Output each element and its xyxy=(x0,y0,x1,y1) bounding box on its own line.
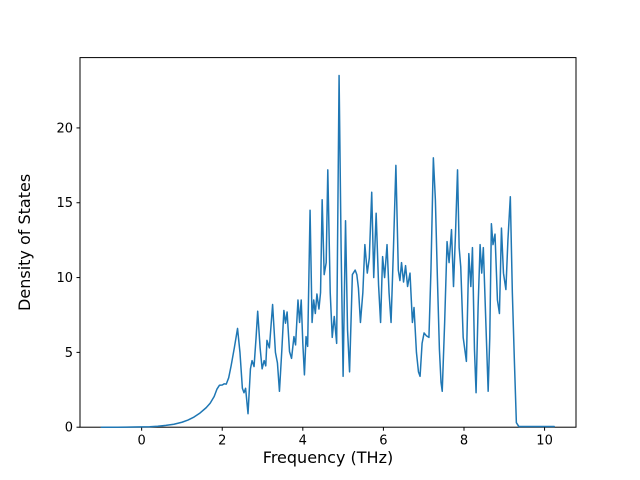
x-tick-label: 10 xyxy=(536,434,553,449)
x-axis-ticks: 0 2 4 6 8 10 xyxy=(138,427,553,449)
y-tick-label: 5 xyxy=(65,346,73,361)
x-tick-label: 2 xyxy=(218,434,226,449)
y-tick-label: 15 xyxy=(56,196,73,211)
x-tick-label: 8 xyxy=(460,434,468,449)
x-axis-label: Frequency (THz) xyxy=(263,448,393,467)
y-axis-ticks: 0 5 10 15 20 xyxy=(56,121,80,436)
x-tick-label: 4 xyxy=(299,434,307,449)
y-tick-label: 10 xyxy=(56,271,73,286)
y-tick-label: 20 xyxy=(56,121,73,136)
x-tick-label: 6 xyxy=(379,434,387,449)
y-tick-label: 0 xyxy=(65,421,73,436)
dos-line xyxy=(100,74,555,428)
x-tick-label: 0 xyxy=(138,434,146,449)
plot-area xyxy=(79,57,577,428)
y-axis-label: Density of States xyxy=(15,174,34,311)
